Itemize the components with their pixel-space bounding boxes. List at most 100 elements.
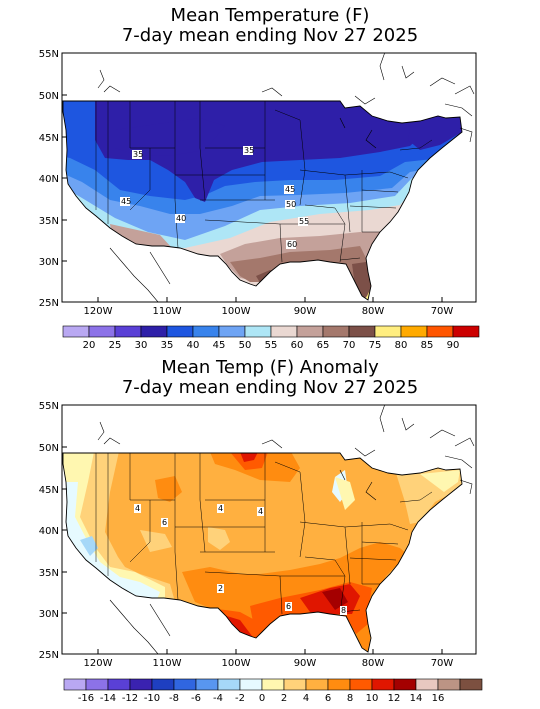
top-lat-label: 25N — [39, 298, 59, 309]
bottom-legend-label: -14 — [100, 693, 116, 704]
bottom-legend-label: 4 — [303, 693, 309, 704]
legend-swatch — [151, 678, 175, 691]
top-map-title-line1: Mean Temperature (F) — [170, 5, 370, 26]
bottom-legend-swatches — [63, 678, 483, 691]
contour-label: 45 — [121, 197, 131, 206]
top-lat-label: 35N — [39, 216, 59, 227]
top-legend-label: 25 — [109, 340, 122, 351]
top-legend-label: 65 — [317, 340, 330, 351]
bottom-map-frame: 4 6 4 4 2 6 8 — [62, 405, 476, 654]
legend-swatch — [114, 325, 142, 338]
top-map-frame: 35 35 45 45 50 40 55 60 — [62, 53, 476, 302]
legend-swatch — [374, 325, 402, 338]
legend-swatch — [349, 678, 373, 691]
top-contour-labels: 35 35 45 45 50 40 55 60 — [120, 146, 309, 249]
bottom-state-borders — [95, 453, 433, 615]
legend-swatch — [192, 325, 220, 338]
top-legend-label: 75 — [369, 340, 382, 351]
contour-label: 6 — [286, 602, 291, 611]
legend-swatch — [452, 325, 480, 338]
bottom-lat-label: 40N — [39, 526, 59, 537]
bottom-anomaly-map: 4 6 4 4 2 6 8 55N 50N 45N 40N 35N 30N 25… — [39, 401, 477, 669]
top-legend-label: 70 — [343, 340, 356, 351]
top-lat-label: 50N — [39, 91, 59, 102]
top-map-title-line2: 7-day mean ending Nov 27 2025 — [121, 25, 419, 46]
top-lon-label: 120W — [84, 306, 113, 317]
legend-swatch — [107, 678, 131, 691]
contour-label: 4 — [258, 507, 263, 516]
contour-label: 6 — [162, 518, 167, 527]
legend-swatch — [239, 678, 263, 691]
legend-swatch — [322, 325, 350, 338]
contour-label: 40 — [176, 214, 186, 223]
legend-swatch — [244, 325, 272, 338]
contour-label: 2 — [218, 584, 223, 593]
top-lat-label: 40N — [39, 174, 59, 185]
bottom-legend-label: -10 — [144, 693, 160, 704]
legend-swatch — [261, 678, 285, 691]
legend-swatch — [305, 678, 329, 691]
top-lon-label: 70W — [431, 306, 454, 317]
bottom-legend-label: 14 — [410, 693, 423, 704]
top-lon-axis — [97, 297, 443, 302]
legend-swatch — [129, 678, 153, 691]
top-lon-label: 100W — [222, 306, 251, 317]
top-legend-label: 85 — [421, 340, 434, 351]
top-lat-label: 30N — [39, 257, 59, 268]
bottom-map-title-line2: 7-day mean ending Nov 27 2025 — [121, 377, 419, 398]
legend-swatch — [85, 678, 109, 691]
top-legend-labels: 20 25 30 35 40 45 50 55 60 65 70 75 80 8… — [83, 340, 460, 351]
top-legend-label: 60 — [291, 340, 304, 351]
contour-label: 35 — [133, 150, 143, 159]
top-legend-label: 90 — [447, 340, 460, 351]
bottom-legend-labels: -16 -14 -12 -10 -8 -6 -4 -2 0 2 4 6 8 10… — [78, 693, 445, 704]
contour-label: 35 — [244, 146, 254, 155]
top-legend-label: 40 — [187, 340, 200, 351]
bottom-legend-label: 10 — [366, 693, 379, 704]
top-state-borders — [95, 101, 433, 263]
bottom-lon-label: 70W — [431, 658, 454, 669]
top-lat-label: 55N — [39, 49, 59, 60]
bottom-lon-label: 110W — [153, 658, 182, 669]
bottom-legend-label: 12 — [388, 693, 401, 704]
legend-swatch — [459, 678, 483, 691]
top-legend-label: 45 — [213, 340, 226, 351]
top-temperature-map: 35 35 45 45 50 40 55 60 55N 50N 45N 40N … — [39, 49, 477, 317]
legend-swatch — [327, 678, 351, 691]
legend-swatch — [140, 325, 168, 338]
bottom-legend-label: 6 — [325, 693, 331, 704]
bottom-legend-label: 16 — [432, 693, 445, 704]
legend-swatch — [270, 325, 298, 338]
top-legend-label: 50 — [239, 340, 252, 351]
contour-label: 4 — [135, 504, 140, 513]
bottom-lat-label: 30N — [39, 609, 59, 620]
top-lon-label: 110W — [153, 306, 182, 317]
legend-swatch — [296, 325, 324, 338]
legend-swatch — [348, 325, 376, 338]
contour-label: 45 — [285, 185, 295, 194]
bottom-lon-label: 120W — [84, 658, 113, 669]
bottom-legend-label: -12 — [122, 693, 138, 704]
top-lon-label: 90W — [294, 306, 317, 317]
legend-swatch — [415, 678, 439, 691]
legend-swatch — [426, 325, 454, 338]
bottom-lat-label: 35N — [39, 568, 59, 579]
top-legend-swatches — [62, 325, 480, 338]
contour-label: 55 — [299, 217, 309, 226]
bottom-legend-label: -16 — [78, 693, 94, 704]
top-legend-label: 80 — [395, 340, 408, 351]
bottom-lat-label: 50N — [39, 443, 59, 454]
legend-swatch — [173, 678, 197, 691]
bottom-lat-axis — [62, 404, 67, 655]
legend-swatch — [62, 325, 90, 338]
bottom-legend-label: -8 — [169, 693, 179, 704]
bottom-legend: -16 -14 -12 -10 -8 -6 -4 -2 0 2 4 6 8 10… — [63, 678, 483, 704]
top-legend-label: 35 — [161, 340, 174, 351]
bottom-legend-label: -2 — [235, 693, 245, 704]
bottom-lat-label: 25N — [39, 650, 59, 661]
legend-swatch — [88, 325, 116, 338]
bottom-legend-label: -6 — [191, 693, 201, 704]
top-legend: 20 25 30 35 40 45 50 55 60 65 70 75 80 8… — [62, 325, 480, 351]
bottom-lon-axis — [97, 649, 443, 654]
bottom-legend-label: -4 — [213, 693, 223, 704]
